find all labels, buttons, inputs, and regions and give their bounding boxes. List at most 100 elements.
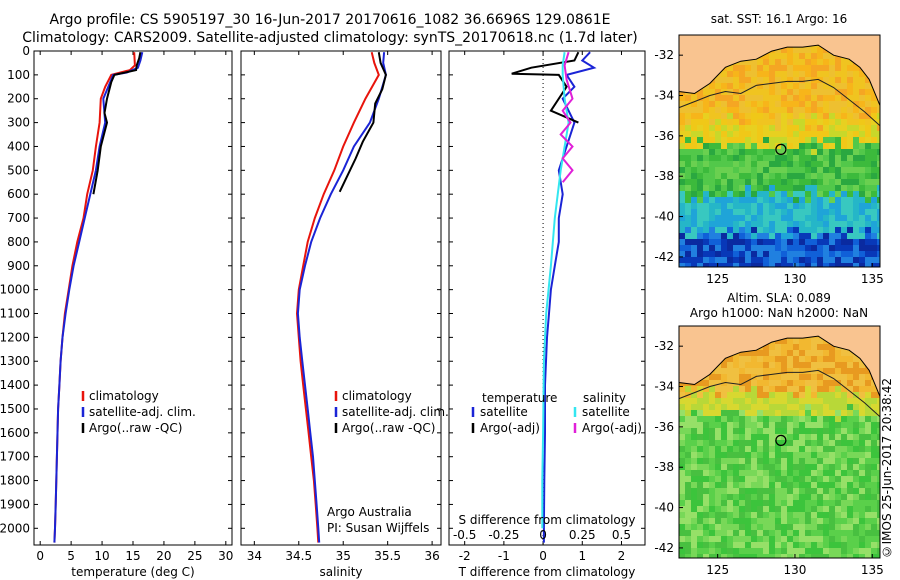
y-tick-label: 500 <box>7 163 30 177</box>
map-y-tick-label: -38 <box>654 460 674 474</box>
x2-tick-label: 0.25 <box>569 528 596 542</box>
imos-credit: ©IMOS 25-Jun-2017 20:38:42 <box>880 378 894 559</box>
x-tick-label: 15 <box>125 549 140 563</box>
x-tick-label: 2 <box>618 549 626 563</box>
legend-label: Argo(-adj) <box>582 421 642 435</box>
map-y-tick-label: -32 <box>654 339 674 353</box>
map-x-tick-label: 125 <box>706 272 729 286</box>
profile-panel-3 <box>448 50 646 546</box>
map-y-tick-label: -42 <box>654 541 674 555</box>
argo-position-marker <box>775 434 787 446</box>
profile-title: Argo profile: CS 5905197_30 16-Jun-2017 … <box>49 12 611 28</box>
y-tick-label: 400 <box>7 139 30 153</box>
x2-tick-label: 0 <box>539 528 547 542</box>
map-x-tick-label: 135 <box>861 563 884 577</box>
map-y-tick-label: -32 <box>654 48 674 62</box>
sla-map-title: Altim. SLA: 0.089 <box>727 291 831 305</box>
series-line-satellite-adj-clim- <box>296 52 387 543</box>
y-tick-label: 900 <box>7 259 30 273</box>
depth-contour <box>678 78 881 127</box>
y-tick-label: 800 <box>7 235 30 249</box>
series-line-t-satellite <box>542 51 597 543</box>
y-tick-label: 1200 <box>0 330 30 344</box>
map-y-tick-label: -40 <box>654 210 674 224</box>
land-area <box>678 34 881 106</box>
x-tick-label: 35.5 <box>374 549 401 563</box>
x-tick-label: 10 <box>94 549 109 563</box>
sst-map-title: sat. SST: 16.1 Argo: 16 <box>711 12 848 26</box>
y-tick-label: 2000 <box>0 521 30 535</box>
y-tick-label: 0 <box>22 44 30 58</box>
y-tick-label: 200 <box>7 92 30 106</box>
x2-axis-label: S difference from climatology <box>459 513 636 527</box>
y-tick-label: 700 <box>7 211 30 225</box>
map-y-tick-label: -36 <box>654 420 674 434</box>
x-axis-label: T difference from climatology <box>458 565 636 579</box>
y-tick-label: 1400 <box>0 378 30 392</box>
plot-frame <box>33 50 233 546</box>
map-y-tick-label: -40 <box>654 501 674 515</box>
series-line-argo-raw-qc- <box>338 52 387 193</box>
map-y-tick-label: -36 <box>654 129 674 143</box>
y-tick-label: 1100 <box>0 307 30 321</box>
x-tick-label: 35 <box>336 549 351 563</box>
x-tick-label: 34.5 <box>285 549 312 563</box>
legend-label: Argo(..raw -QC) <box>342 421 435 435</box>
profile-panel-1 <box>33 50 233 546</box>
x-axis-label: salinity <box>319 565 362 579</box>
x-tick-label: 0 <box>539 549 547 563</box>
legend-label: climatology <box>342 389 412 403</box>
x-tick-label: 1 <box>578 549 586 563</box>
map-top <box>678 34 881 268</box>
map-x-tick-label: 130 <box>784 272 807 286</box>
x-tick-label: 36 <box>424 549 439 563</box>
sla-map-subtitle: Argo h1000: NaN h2000: NaN <box>690 306 868 320</box>
legend-title: temperature <box>482 391 557 405</box>
legend-label: Argo(-adj) <box>480 421 540 435</box>
x-tick-label: -2 <box>459 549 471 563</box>
map-y-tick-label: -34 <box>654 89 674 103</box>
x-tick-label: 30 <box>218 549 233 563</box>
land-area <box>678 325 881 397</box>
map-y-tick-label: -38 <box>654 169 674 183</box>
map-x-tick-label: 135 <box>861 272 884 286</box>
legend-label: satellite <box>582 405 630 419</box>
map-frame <box>678 325 881 559</box>
map-y-tick-label: -42 <box>654 250 674 264</box>
x-tick-label: -1 <box>498 549 510 563</box>
series-line-argo-raw-qc- <box>92 52 142 195</box>
legend-label: climatology <box>89 389 159 403</box>
y-tick-label: 1900 <box>0 497 30 511</box>
x2-tick-label: -0.5 <box>453 528 476 542</box>
map-y-tick-label: -34 <box>654 380 674 394</box>
map-x-tick-label: 130 <box>784 563 807 577</box>
annotation-text: PI: Susan Wijffels <box>327 521 429 535</box>
y-tick-label: 600 <box>7 187 30 201</box>
x-tick-label: 25 <box>187 549 202 563</box>
x-tick-label: 0 <box>36 549 44 563</box>
series-line-s-argo-adj- <box>559 51 574 183</box>
y-tick-label: 1300 <box>0 354 30 368</box>
series-line-t-argo-adj- <box>511 51 580 124</box>
annotation-text: Argo Australia <box>327 505 412 519</box>
legend-label: Argo(..raw -QC) <box>89 421 182 435</box>
x-tick-label: 34 <box>247 549 262 563</box>
x-tick-label: 5 <box>67 549 75 563</box>
x-axis-label: temperature (deg C) <box>71 565 194 579</box>
y-tick-label: 100 <box>7 68 30 82</box>
map-bottom <box>678 325 881 559</box>
plot-frame <box>240 50 442 546</box>
profile-panel-2 <box>240 50 442 546</box>
depth-contour <box>678 369 881 418</box>
map-frame <box>678 34 881 268</box>
legend-label: satellite-adj. clim. <box>89 405 196 419</box>
legend-label: satellite-adj. clim. <box>342 405 449 419</box>
argo-position-marker <box>775 143 787 155</box>
x-tick-label: 20 <box>156 549 171 563</box>
map-x-tick-label: 125 <box>706 563 729 577</box>
y-tick-label: 1500 <box>0 402 30 416</box>
y-tick-label: 300 <box>7 116 30 130</box>
x2-tick-label: -0.25 <box>488 528 519 542</box>
legend-label: satellite <box>480 405 528 419</box>
